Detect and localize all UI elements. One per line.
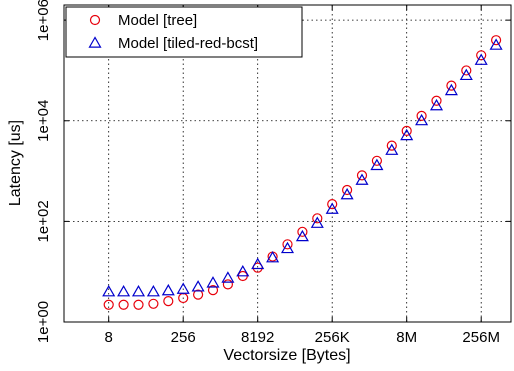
data-point <box>102 285 116 297</box>
data-point <box>251 257 265 270</box>
data-point <box>312 213 323 224</box>
data-point <box>461 65 472 76</box>
data-point <box>280 241 295 254</box>
data-point <box>222 279 233 290</box>
data-point <box>401 125 412 136</box>
data-point <box>444 83 458 96</box>
legend-box <box>65 6 303 58</box>
x-tick-label: 256 <box>171 329 196 346</box>
legend-marker <box>89 14 101 26</box>
data-point <box>474 53 488 65</box>
data-point <box>431 95 442 106</box>
data-point <box>146 285 160 297</box>
data-point <box>416 110 427 121</box>
data-point <box>327 199 338 210</box>
data-point <box>355 173 369 185</box>
data-point <box>489 38 503 50</box>
data-point <box>297 226 308 237</box>
data-point <box>236 264 250 277</box>
data-point <box>133 299 144 310</box>
y-tick-label: 1e+00 <box>35 301 52 343</box>
x-tick-label: 8M <box>396 329 417 346</box>
data-point <box>191 280 205 292</box>
data-point <box>221 271 235 283</box>
data-point <box>148 298 159 309</box>
y-axis-label: Latency [us] <box>7 120 24 206</box>
x-axis-label: Vectorsize [Bytes] <box>223 347 350 364</box>
axis-ticks: 8 256 8192 256K 8M 256M 1e+00 1e+02 1e+04 1e+06 <box>35 0 511 346</box>
data-point <box>370 158 384 171</box>
data-point <box>386 140 397 151</box>
data-point <box>117 285 131 297</box>
plot-frame <box>63 4 512 323</box>
legend-label: Model [tree] <box>118 12 197 29</box>
x-tick-label: 256K <box>315 329 350 346</box>
grid-lines <box>64 5 511 323</box>
data-point <box>282 239 293 250</box>
data-marks <box>102 35 503 310</box>
data-point <box>161 283 175 296</box>
legend-label: Model [tiled-red-bcst] <box>118 35 258 52</box>
data-point <box>415 113 429 126</box>
data-point <box>131 285 146 297</box>
x-tick-label: 8 <box>105 329 113 346</box>
data-point <box>400 128 414 141</box>
data-point <box>385 143 399 155</box>
data-point <box>103 299 114 310</box>
data-point <box>371 155 382 166</box>
data-point <box>429 98 444 111</box>
data-point <box>266 250 280 263</box>
data-point <box>295 229 309 242</box>
data-point <box>356 170 368 181</box>
data-point <box>476 50 487 61</box>
y-tick-label: 1e+06 <box>35 0 52 41</box>
data-point <box>176 282 190 294</box>
data-point <box>459 68 473 81</box>
data-point <box>491 35 502 46</box>
data-point <box>446 80 457 91</box>
legend: Model [tree] Model [tiled-red-bcst] <box>65 6 303 58</box>
data-point <box>193 289 204 300</box>
data-point <box>342 184 353 196</box>
data-point <box>207 285 219 296</box>
x-tick-label: 8192 <box>241 329 274 346</box>
data-point <box>310 216 324 228</box>
data-point <box>163 296 174 307</box>
legend-marker <box>88 36 102 48</box>
data-point <box>325 202 339 214</box>
y-tick-label: 1e+02 <box>35 200 52 242</box>
data-point <box>340 187 354 200</box>
y-tick-label: 1e+04 <box>35 100 52 142</box>
x-tick-label: 256M <box>462 329 500 346</box>
data-point <box>118 299 129 310</box>
data-point <box>206 276 220 288</box>
